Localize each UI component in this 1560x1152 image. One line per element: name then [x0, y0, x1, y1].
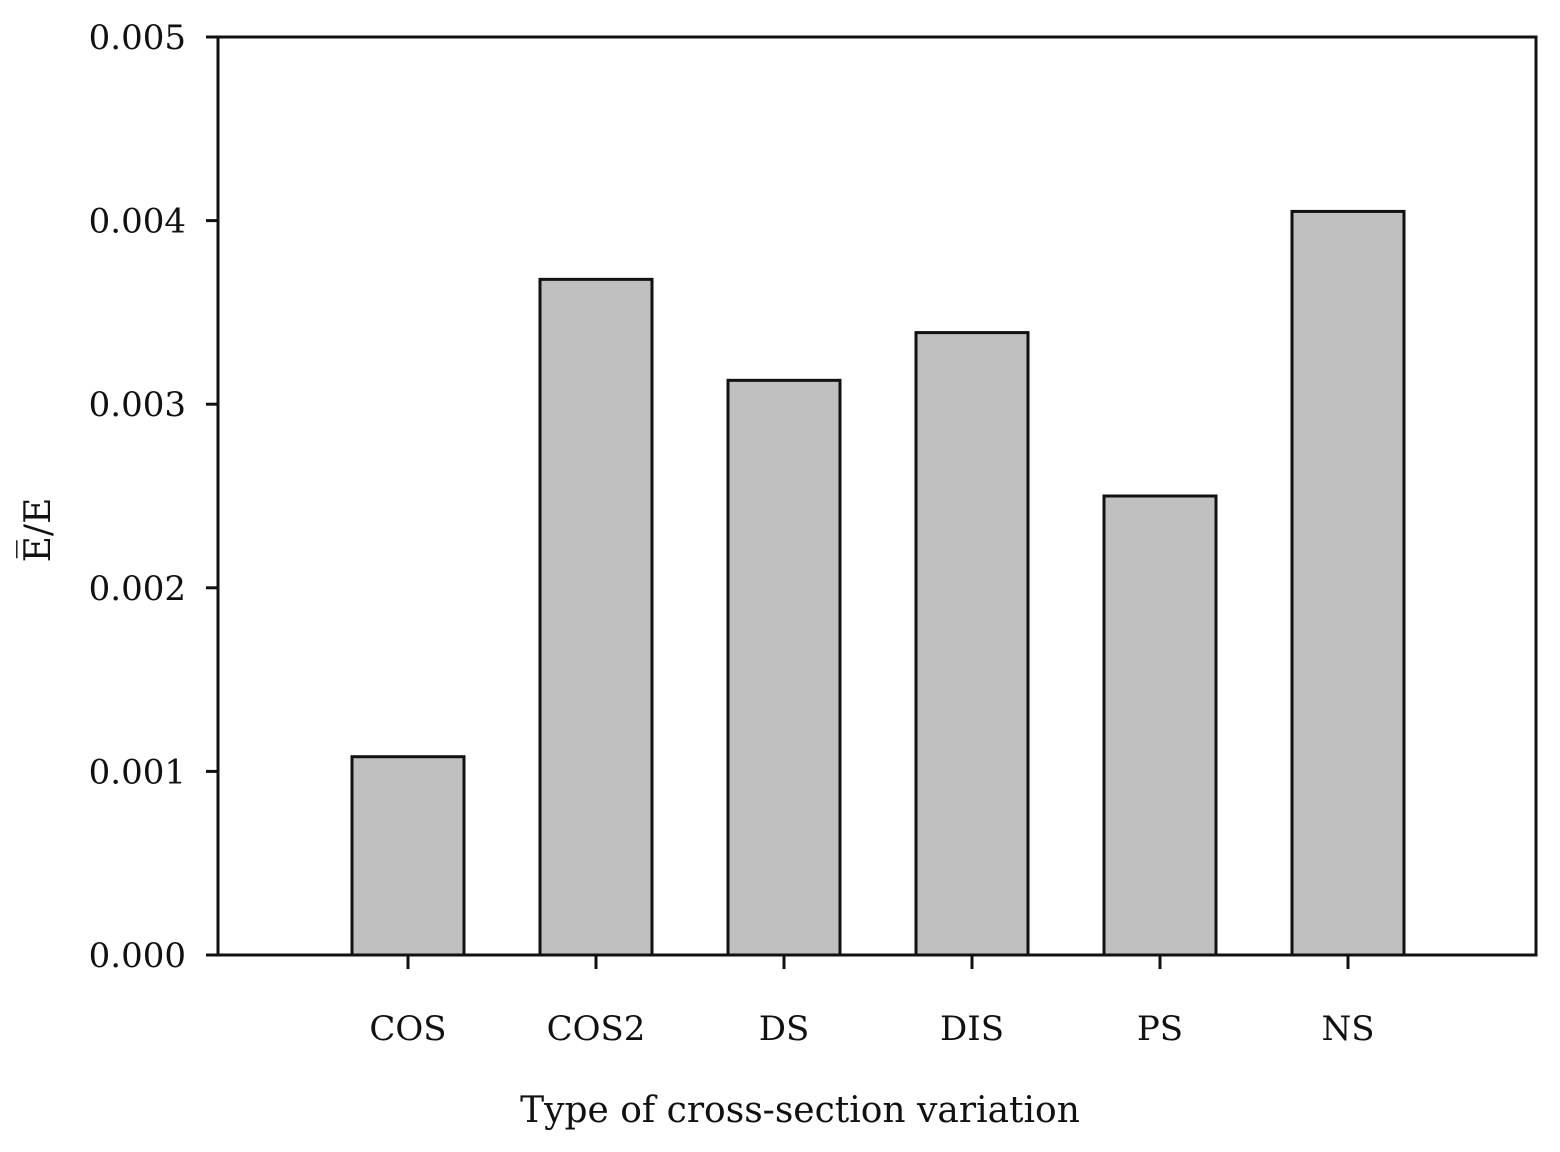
x-tick-label: DIS [940, 1009, 1004, 1049]
y-tick-label: 0.001 [89, 752, 186, 792]
y-tick-label: 0.004 [89, 202, 186, 242]
bar-cos2 [538, 277, 654, 957]
bar-dis [914, 331, 1030, 957]
bar-ns [1290, 209, 1406, 957]
x-tick-label: COS2 [547, 1009, 646, 1049]
x-axis: COS COS2 DS DIS PS NS [369, 955, 1375, 1049]
x-tick-label: DS [759, 1009, 810, 1049]
y-tick-label: 0.005 [89, 18, 186, 58]
bar-ps [1102, 494, 1218, 957]
y-tick-label: 0.002 [89, 569, 186, 609]
bar-ds [726, 378, 842, 957]
plot-frame [216, 35, 1538, 957]
bar-cos [350, 755, 466, 957]
x-axis-title: Type of cross-section variation [520, 1090, 1080, 1131]
y-tick-label: 0.003 [89, 385, 186, 425]
x-tick-label: COS [369, 1009, 446, 1049]
y-tick-label: 0.000 [89, 936, 186, 976]
y-axis-title: E̅/E [15, 498, 59, 563]
y-axis: 0.000 0.001 0.002 0.003 0.004 0.005 [89, 18, 218, 976]
bars-layer [350, 209, 1406, 957]
x-tick-label: PS [1137, 1009, 1183, 1049]
x-tick-label: NS [1321, 1009, 1374, 1049]
